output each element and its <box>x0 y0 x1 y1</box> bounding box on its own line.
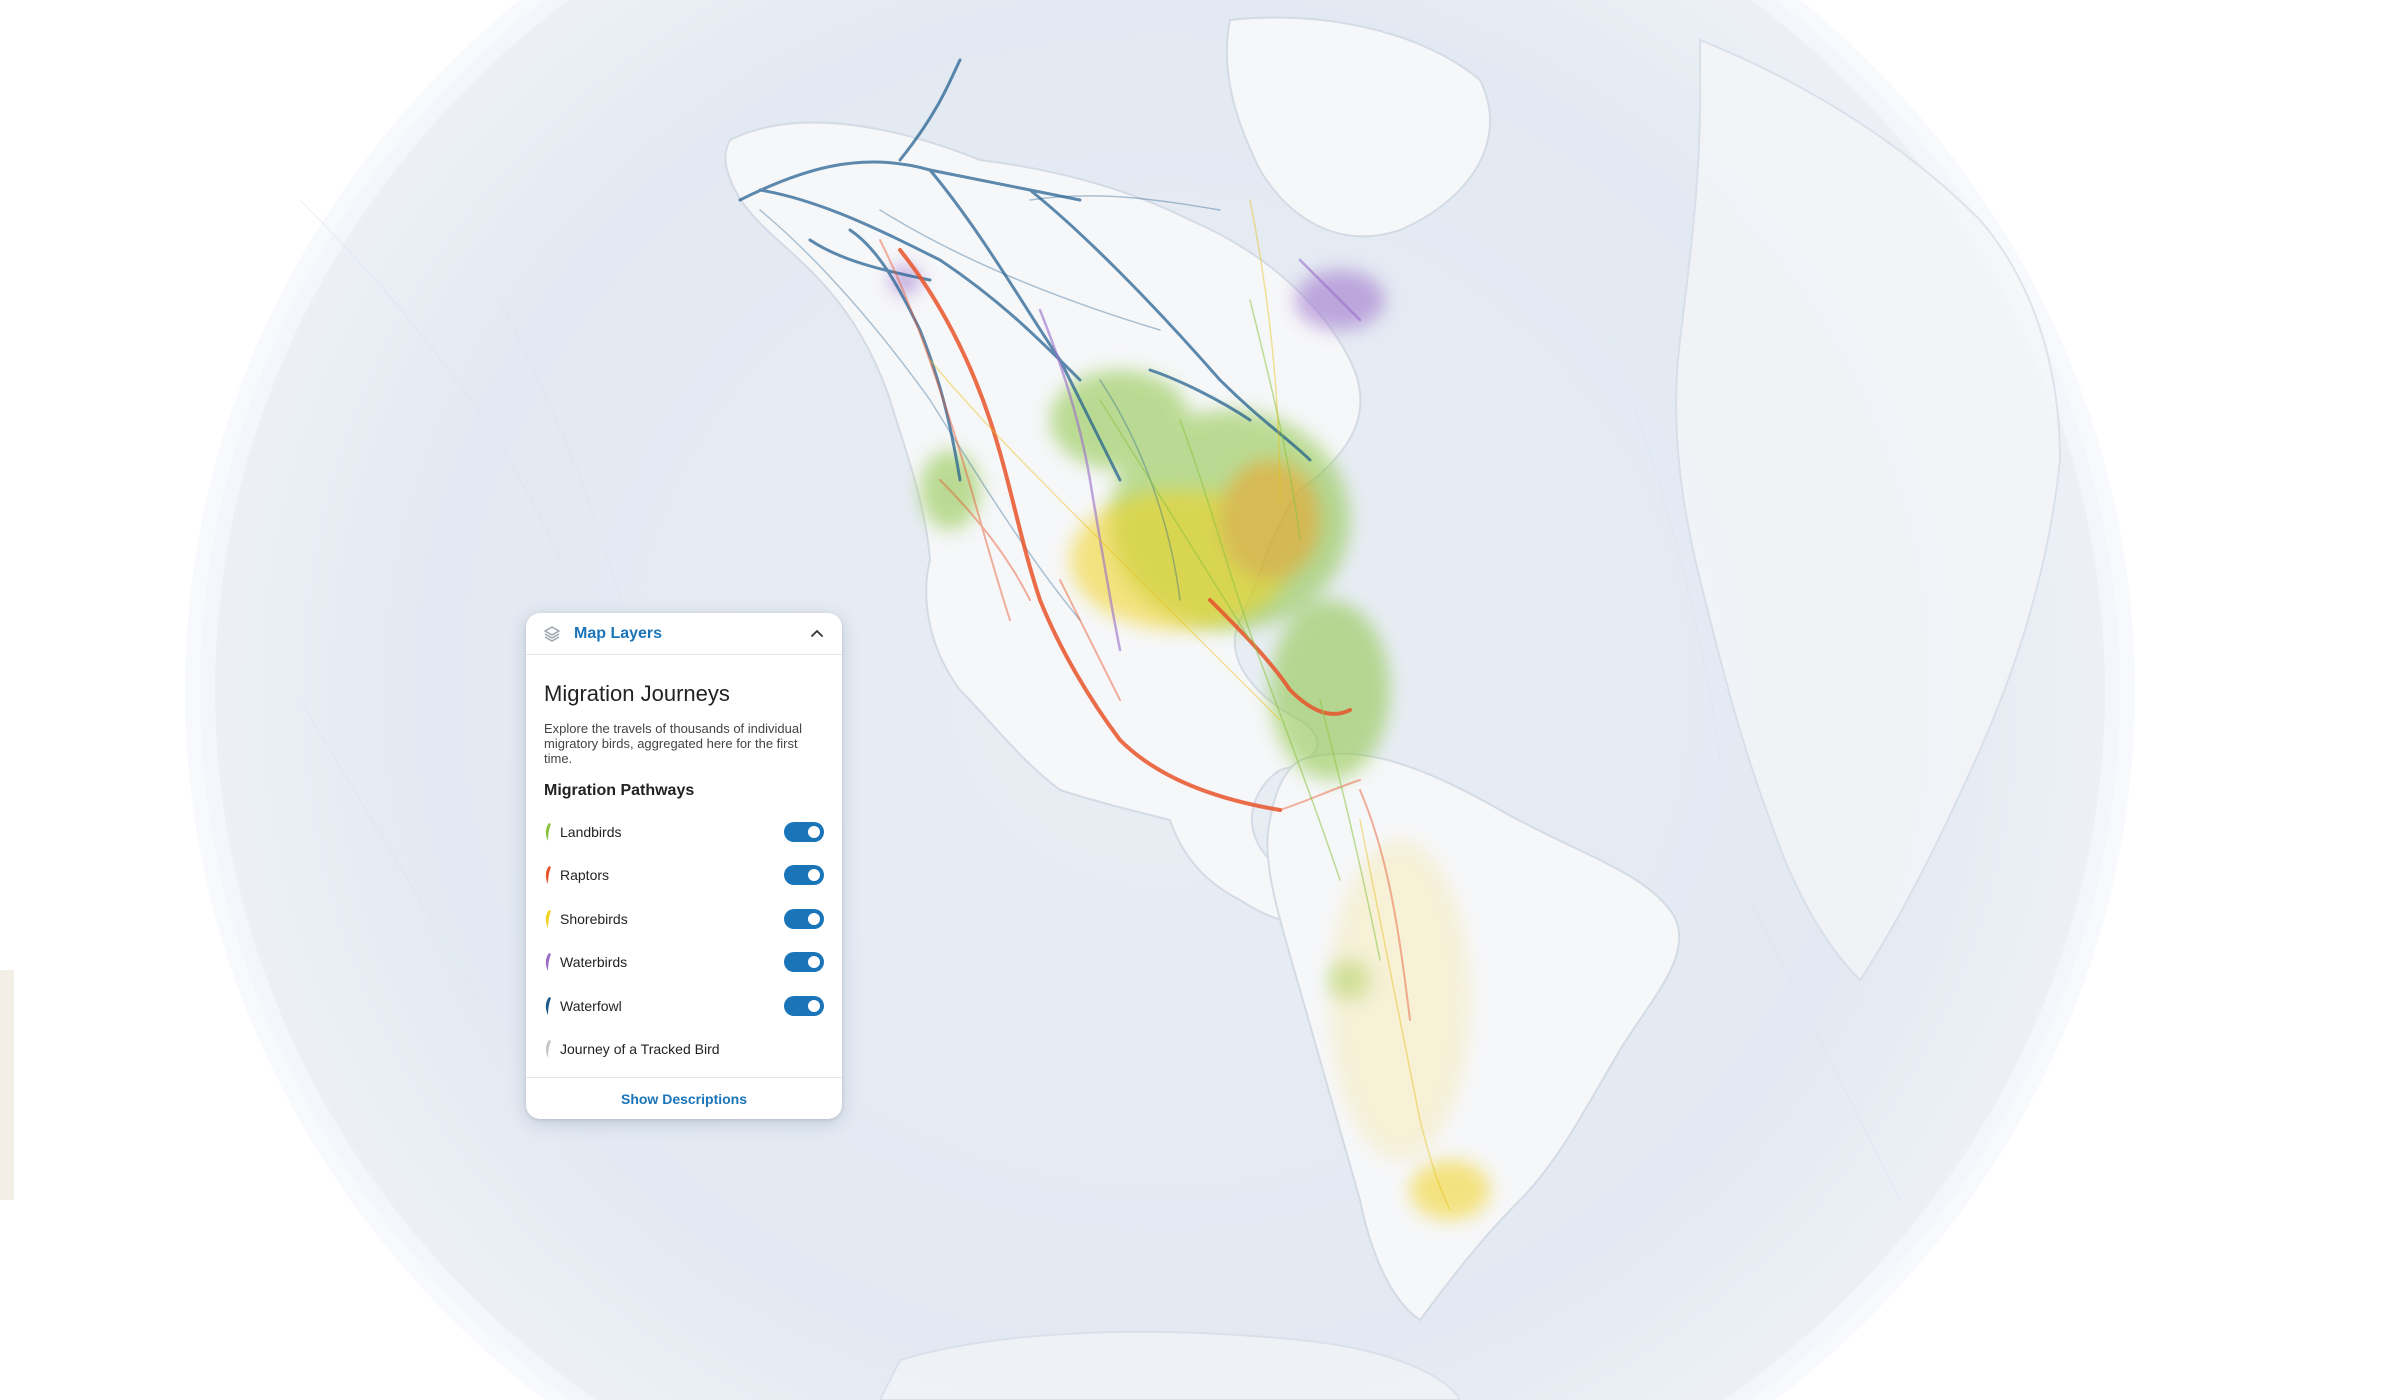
pathway-label: Raptors <box>560 867 610 884</box>
panel-title: Migration Journeys <box>544 681 730 706</box>
section-title: Migration Pathways <box>544 782 695 799</box>
map-layers-panel: Map Layers Migration Journeys Explore th… <box>526 613 842 1119</box>
migration-pathways <box>890 265 1490 1220</box>
shorebirds-toggle[interactable] <box>784 908 824 929</box>
raptors-toggle[interactable] <box>784 865 824 886</box>
toggle-knob <box>808 825 820 838</box>
show-descriptions-button[interactable]: Show Descriptions <box>620 1090 748 1107</box>
shorebirds-layer <box>1070 460 1490 1220</box>
raptors-swatch-icon <box>545 866 551 885</box>
toggle-knob <box>808 956 820 969</box>
pathway-row-waterbirds: Waterbirds <box>544 941 824 985</box>
waterfowl-toggle[interactable] <box>784 995 824 1016</box>
pathway-label: Waterfowl <box>560 997 622 1014</box>
panel-description: Explore the travels of thousands of indi… <box>544 721 802 766</box>
landbirds-toggle[interactable] <box>784 821 824 842</box>
pathway-row-landbirds: Landbirds <box>544 810 824 854</box>
globe-texture <box>299 199 1901 1201</box>
pathway-label: Landbirds <box>560 823 622 840</box>
migration-routes <box>738 58 1451 1211</box>
chevron-up-icon[interactable] <box>808 625 826 643</box>
left-edge-strip <box>0 970 14 1200</box>
pathway-row-shorebirds: Shorebirds <box>544 897 824 941</box>
landbirds-swatch-icon <box>545 822 551 841</box>
shorebirds-swatch-icon <box>545 909 551 928</box>
pathway-row-tracked-bird[interactable]: Journey of a Tracked Bird <box>544 1028 824 1072</box>
pathway-label: Journey of a Tracked Bird <box>560 1041 720 1058</box>
panel-header[interactable]: Map Layers <box>526 613 842 655</box>
toggle-knob <box>808 869 820 882</box>
panel-footer: Show Descriptions <box>526 1077 842 1119</box>
layers-icon <box>544 625 560 642</box>
land-masses <box>724 16 2062 1400</box>
waterbirds-toggle[interactable] <box>784 952 824 973</box>
panel-header-title: Map Layers <box>574 624 663 642</box>
pathway-row-waterfowl: Waterfowl <box>544 984 824 1028</box>
tracked-bird-swatch-icon <box>545 1040 551 1059</box>
pathway-row-raptors: Raptors <box>544 854 824 898</box>
waterbirds-swatch-icon <box>545 953 551 972</box>
globe-rim <box>185 0 2135 1400</box>
pathway-label: Waterbirds <box>560 954 628 971</box>
toggle-knob <box>808 999 820 1012</box>
pathway-label: Shorebirds <box>560 910 628 927</box>
waterfowl-swatch-icon <box>545 996 551 1015</box>
toggle-knob <box>808 912 820 925</box>
